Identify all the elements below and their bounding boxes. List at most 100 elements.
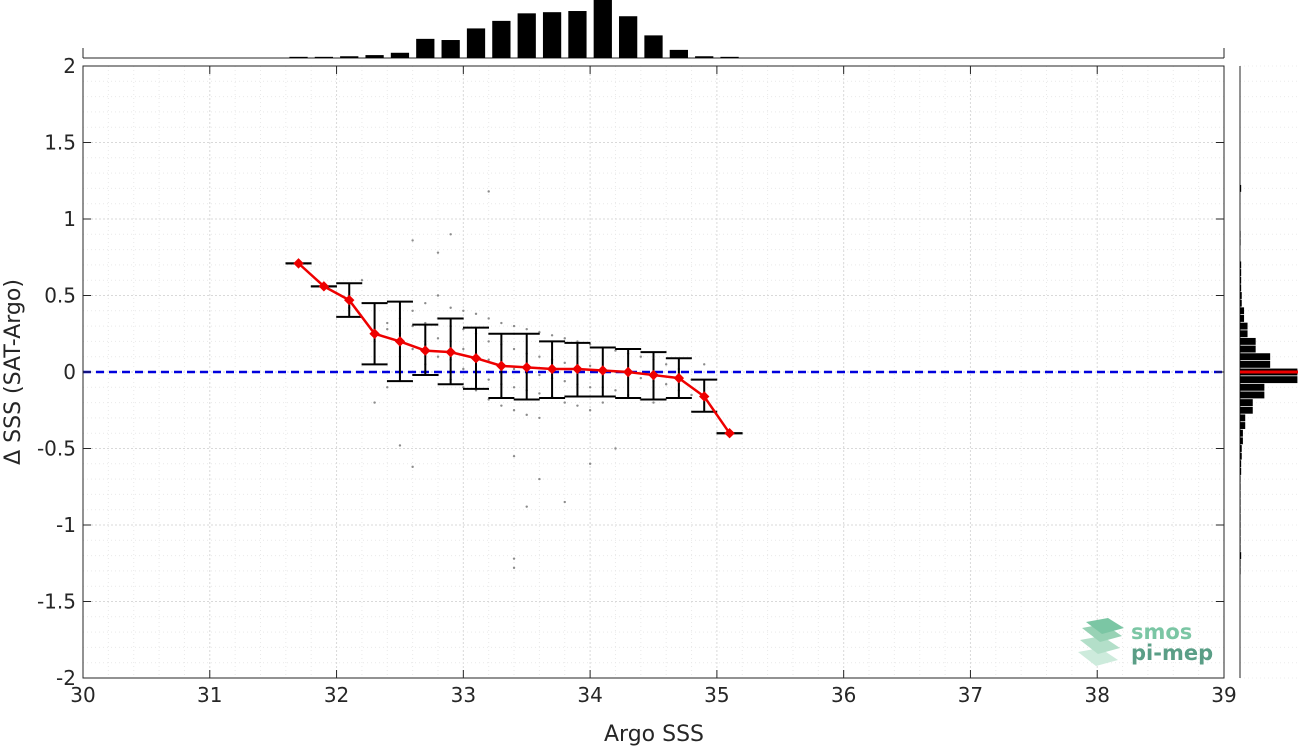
right-hist-bar xyxy=(1240,567,1241,575)
mean-marker xyxy=(318,281,330,292)
right-hist-bar xyxy=(1240,513,1241,521)
right-hist-bar xyxy=(1240,452,1242,460)
mean-marker xyxy=(724,427,735,439)
x-tick-label: 36 xyxy=(831,683,856,707)
right-hist-bar xyxy=(1240,399,1253,407)
scatter-point xyxy=(588,409,592,412)
right-hist-bar xyxy=(1240,521,1241,529)
scatter-point xyxy=(360,279,364,282)
scatter-point xyxy=(525,327,528,331)
mean-marker xyxy=(521,362,532,373)
logo-line-2: pi-mep xyxy=(1131,641,1213,665)
scatter-point xyxy=(525,505,528,508)
mean-marker xyxy=(546,363,558,375)
scatter-point xyxy=(652,401,655,404)
y-tick-labels: -2 -1.5 -1 -0.5 0 0.5 1 1.5 2 xyxy=(37,54,76,690)
scatter-point xyxy=(601,401,604,404)
top-hist-bar xyxy=(492,20,511,59)
right-hist-bar xyxy=(1240,184,1242,192)
top-hist-bar xyxy=(441,40,460,58)
right-hist-bar xyxy=(1240,529,1241,537)
mean-marker xyxy=(420,345,431,356)
y-tick-label: 1.5 xyxy=(44,131,76,155)
scatter-point xyxy=(538,416,541,420)
scatter-point xyxy=(512,324,516,328)
scatter-point xyxy=(512,386,516,389)
right-hist-bar xyxy=(1240,468,1242,475)
scatter-point xyxy=(639,355,643,358)
y-tick-label: 2 xyxy=(63,54,76,78)
scatter-point xyxy=(588,364,592,368)
right-hist-bar xyxy=(1240,299,1242,307)
scatter-point xyxy=(512,347,516,351)
right-hist-bar xyxy=(1240,536,1241,544)
binned-mean-markers xyxy=(293,258,735,439)
y-axis-label: Δ SSS (SAT-Argo) xyxy=(1,279,26,465)
scatter-point xyxy=(487,190,490,193)
scatter-point xyxy=(411,465,414,469)
scatter-point xyxy=(550,334,554,337)
top-hist-bar xyxy=(466,28,486,58)
y-tick-label: 1 xyxy=(63,207,76,231)
x-tick-label: 34 xyxy=(577,683,602,707)
right-hist-bar xyxy=(1240,345,1256,353)
scatter-point xyxy=(563,401,566,404)
scatter-point xyxy=(411,309,414,312)
scatter-point xyxy=(487,378,490,381)
scatter-point xyxy=(563,379,566,383)
scatter-point xyxy=(614,447,617,450)
top-hist-bar xyxy=(390,52,410,58)
right-hist-bar xyxy=(1240,276,1242,284)
top-hist-bar xyxy=(695,56,714,58)
x-tick-label: 39 xyxy=(1211,683,1236,707)
top-hist-bar xyxy=(517,13,536,58)
top-hist-bar xyxy=(365,55,384,58)
x-tick-label: 37 xyxy=(958,683,983,707)
logo-icon xyxy=(1078,618,1124,666)
right-hist-bar xyxy=(1240,498,1241,506)
scatter-point xyxy=(588,386,592,389)
scatter-point xyxy=(411,347,414,351)
top-hist-bar xyxy=(416,38,435,58)
scatter-point xyxy=(538,392,541,395)
scatter-point xyxy=(436,355,440,358)
scatter-point xyxy=(690,393,693,397)
scatter-point xyxy=(512,454,516,458)
y-tick-label: -2 xyxy=(56,666,76,690)
right-hist-bar xyxy=(1240,269,1242,276)
right-hist-bar xyxy=(1240,383,1265,391)
right-hist-bar xyxy=(1240,460,1242,468)
x-tick-label: 38 xyxy=(1084,683,1109,707)
right-hist-bar xyxy=(1240,429,1243,437)
right-hist-bar xyxy=(1240,490,1241,498)
right-hist-bar xyxy=(1240,307,1245,315)
x-tick-label: 30 xyxy=(70,683,95,707)
axis-ticks xyxy=(82,65,1225,679)
mean-marker xyxy=(445,346,456,358)
scatter-point xyxy=(386,321,389,325)
right-hist-bar xyxy=(1240,445,1242,452)
y-tick-label: 0 xyxy=(63,360,76,384)
scatter-point xyxy=(462,309,465,312)
right-hist-bar xyxy=(1240,406,1253,414)
x-tick-labels: 30 31 32 33 34 35 36 37 38 39 xyxy=(70,683,1236,707)
x-tick-label: 33 xyxy=(451,683,476,707)
scatter-point xyxy=(462,347,465,351)
right-hist-bar xyxy=(1240,559,1241,567)
right-hist-bar xyxy=(1240,315,1245,322)
right-hist-bar xyxy=(1240,422,1246,429)
top-histogram xyxy=(82,0,1225,59)
scatter-point xyxy=(449,306,452,309)
scatter-point xyxy=(436,337,440,340)
mean-marker xyxy=(648,369,659,381)
right-hist-bar xyxy=(1240,391,1265,399)
right-hist-bar xyxy=(1240,376,1298,384)
scatter-point xyxy=(563,361,566,365)
right-hist-bar xyxy=(1240,437,1243,445)
top-hist-bar xyxy=(593,0,612,58)
right-hist-bar xyxy=(1240,360,1271,368)
top-hist-bar xyxy=(314,56,334,58)
top-hist-bar xyxy=(568,11,587,58)
scatter-point xyxy=(500,321,503,325)
scatter-point xyxy=(703,363,706,366)
